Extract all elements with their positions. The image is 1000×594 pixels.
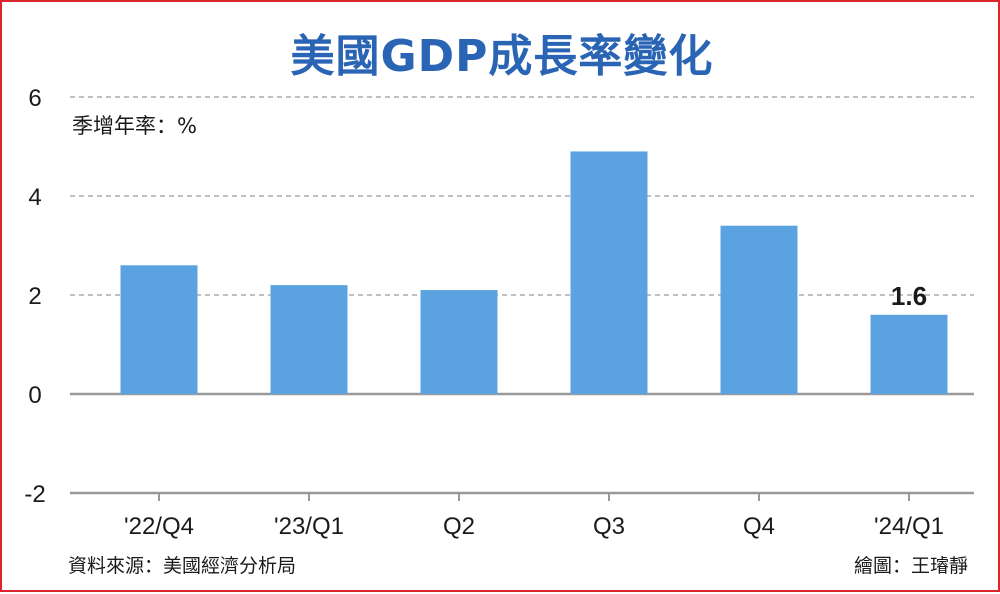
x-tick-label: '22/Q4	[124, 513, 194, 540]
bar	[570, 151, 648, 394]
bar	[420, 290, 498, 394]
y-tick-label: -2	[24, 481, 45, 508]
x-tick-label: '24/Q1	[874, 513, 944, 540]
y-tick-label: 0	[28, 382, 41, 409]
y-tick-label: 2	[28, 283, 41, 310]
bar	[720, 225, 798, 394]
bar	[870, 314, 948, 394]
credit-note: 繪圖：王璿靜	[853, 555, 968, 577]
bar	[270, 285, 348, 394]
x-tick-label: Q2	[443, 513, 475, 540]
source-note: 資料來源：美國經濟分析局	[68, 555, 297, 577]
bar	[120, 265, 198, 394]
data-label: 1.6	[891, 281, 927, 311]
y-tick-label: 4	[28, 184, 41, 211]
x-tick-label: Q4	[743, 513, 775, 540]
chart-title: 美國GDP成長率變化	[290, 31, 714, 82]
x-tick-label: '23/Q1	[274, 513, 344, 540]
x-tick-label: Q3	[593, 513, 625, 540]
y-tick-label: 6	[28, 85, 41, 112]
unit-label: 季增年率：%	[72, 114, 197, 138]
